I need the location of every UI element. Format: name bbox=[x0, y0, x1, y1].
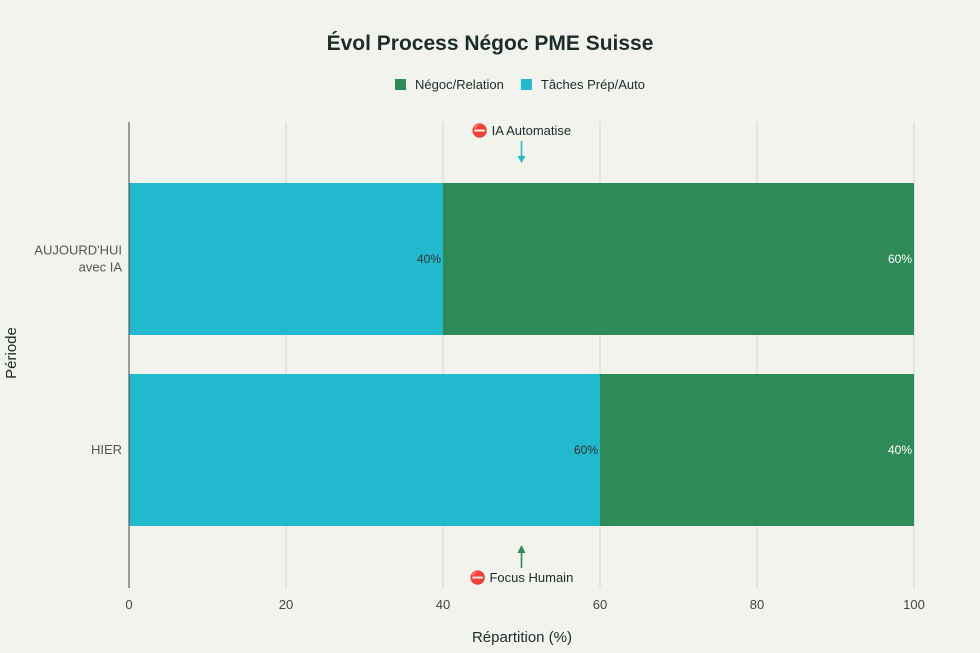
annotation-text: ⛔ IA Automatise bbox=[472, 123, 571, 138]
data-label: 40% bbox=[888, 443, 912, 457]
x-tick-label: 80 bbox=[750, 597, 764, 612]
legend: Négoc/Relation Tâches Prép/Auto bbox=[395, 77, 645, 92]
legend-swatch bbox=[520, 79, 532, 90]
legend-label: Tâches Prép/Auto bbox=[541, 77, 645, 92]
x-tick-label: 20 bbox=[279, 597, 293, 612]
data-label: 60% bbox=[888, 252, 912, 266]
y-category-label: avec IA bbox=[79, 260, 123, 275]
bar-segment bbox=[600, 374, 914, 526]
x-tick-label: 60 bbox=[593, 597, 607, 612]
data-labels: 60% 40% 40% 60% bbox=[417, 252, 912, 457]
chart-title: Évol Process Négoc PME Suisse bbox=[327, 32, 654, 55]
x-axis-title: Répartition (%) bbox=[472, 629, 572, 646]
bar-segment bbox=[443, 183, 914, 335]
y-axis-title: Période bbox=[3, 327, 20, 379]
x-tick-label: 100 bbox=[903, 597, 925, 612]
bar-segment bbox=[129, 374, 600, 526]
y-category-label: HIER bbox=[91, 442, 122, 457]
legend-label: Négoc/Relation bbox=[415, 77, 504, 92]
x-tick-label: 0 bbox=[125, 597, 132, 612]
annotation-arrowhead bbox=[517, 545, 526, 553]
bars bbox=[129, 183, 914, 526]
annotations: ⛔ IA Automatise ⛔ Focus Humain bbox=[470, 123, 574, 585]
data-label: 40% bbox=[417, 252, 441, 266]
y-category-label: AUJOURD'HUI bbox=[34, 243, 122, 258]
data-label: 60% bbox=[574, 443, 598, 457]
annotation-text: ⛔ Focus Humain bbox=[470, 570, 574, 585]
bar-segment bbox=[129, 183, 443, 335]
legend-swatch bbox=[395, 79, 406, 90]
axes: 0 20 40 60 80 100 HIER AUJOURD'HUI avec IA bbox=[34, 122, 925, 612]
annotation-arrowhead bbox=[517, 156, 526, 163]
x-tick-label: 40 bbox=[436, 597, 450, 612]
